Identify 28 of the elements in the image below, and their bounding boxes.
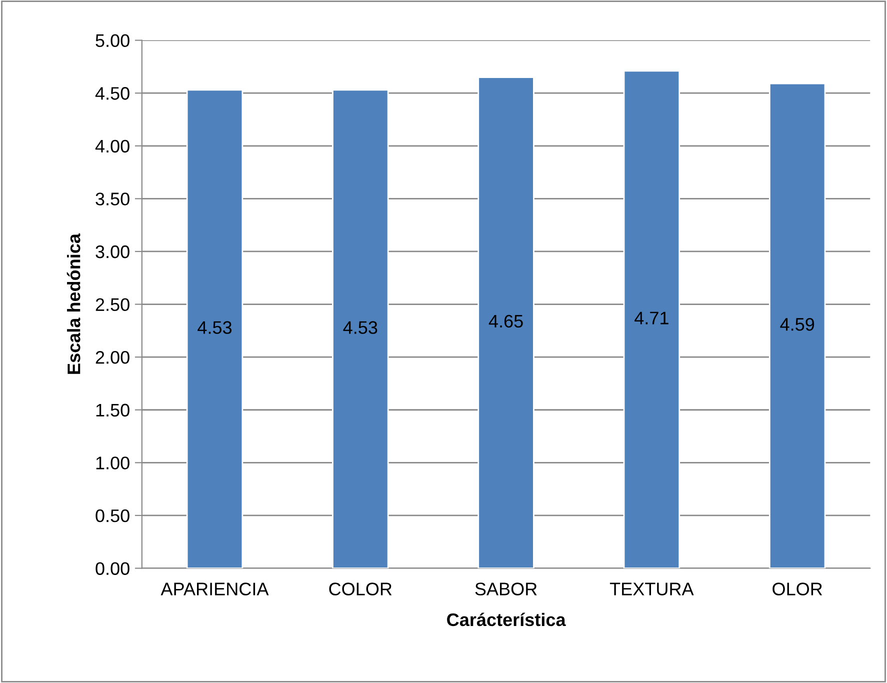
- y-tick-label: 3.50: [96, 192, 130, 206]
- y-tick-label: 1.00: [96, 456, 130, 470]
- x-axis-title: Carácterística: [447, 612, 566, 626]
- bar: [186, 89, 244, 568]
- y-tick-label: 0.00: [96, 562, 130, 575]
- y-tick-label: 3.00: [96, 245, 130, 258]
- y-tick-label: 2.00: [96, 351, 130, 364]
- y-tick-label: 4.00: [95, 140, 130, 153]
- y-tick-label: 4.50: [95, 87, 130, 100]
- x-tick-label: COLOR: [329, 582, 392, 596]
- y-tick-label: 0.50: [96, 509, 130, 522]
- y-tick-label: 1.50: [96, 404, 130, 417]
- data-label: 4.59: [780, 318, 814, 331]
- bar: [332, 89, 389, 568]
- y-tick-label: 5.00: [96, 34, 130, 48]
- x-tick-label: SABOR: [475, 582, 537, 596]
- x-tick-label: OLOR: [772, 582, 822, 596]
- data-label: 4.53: [198, 321, 232, 334]
- y-tick-label: 2.50: [96, 298, 130, 311]
- bar: [768, 82, 826, 568]
- x-tick-label: TEXTURA: [610, 582, 694, 596]
- bar: [478, 76, 534, 568]
- bar: [623, 70, 680, 568]
- data-label: 4.65: [488, 314, 523, 328]
- data-label: 4.53: [343, 321, 378, 334]
- y-axis-title: Escala hedónica: [66, 233, 80, 374]
- data-label: 4.71: [634, 312, 668, 324]
- x-tick-label: APARIENCIA: [160, 582, 269, 596]
